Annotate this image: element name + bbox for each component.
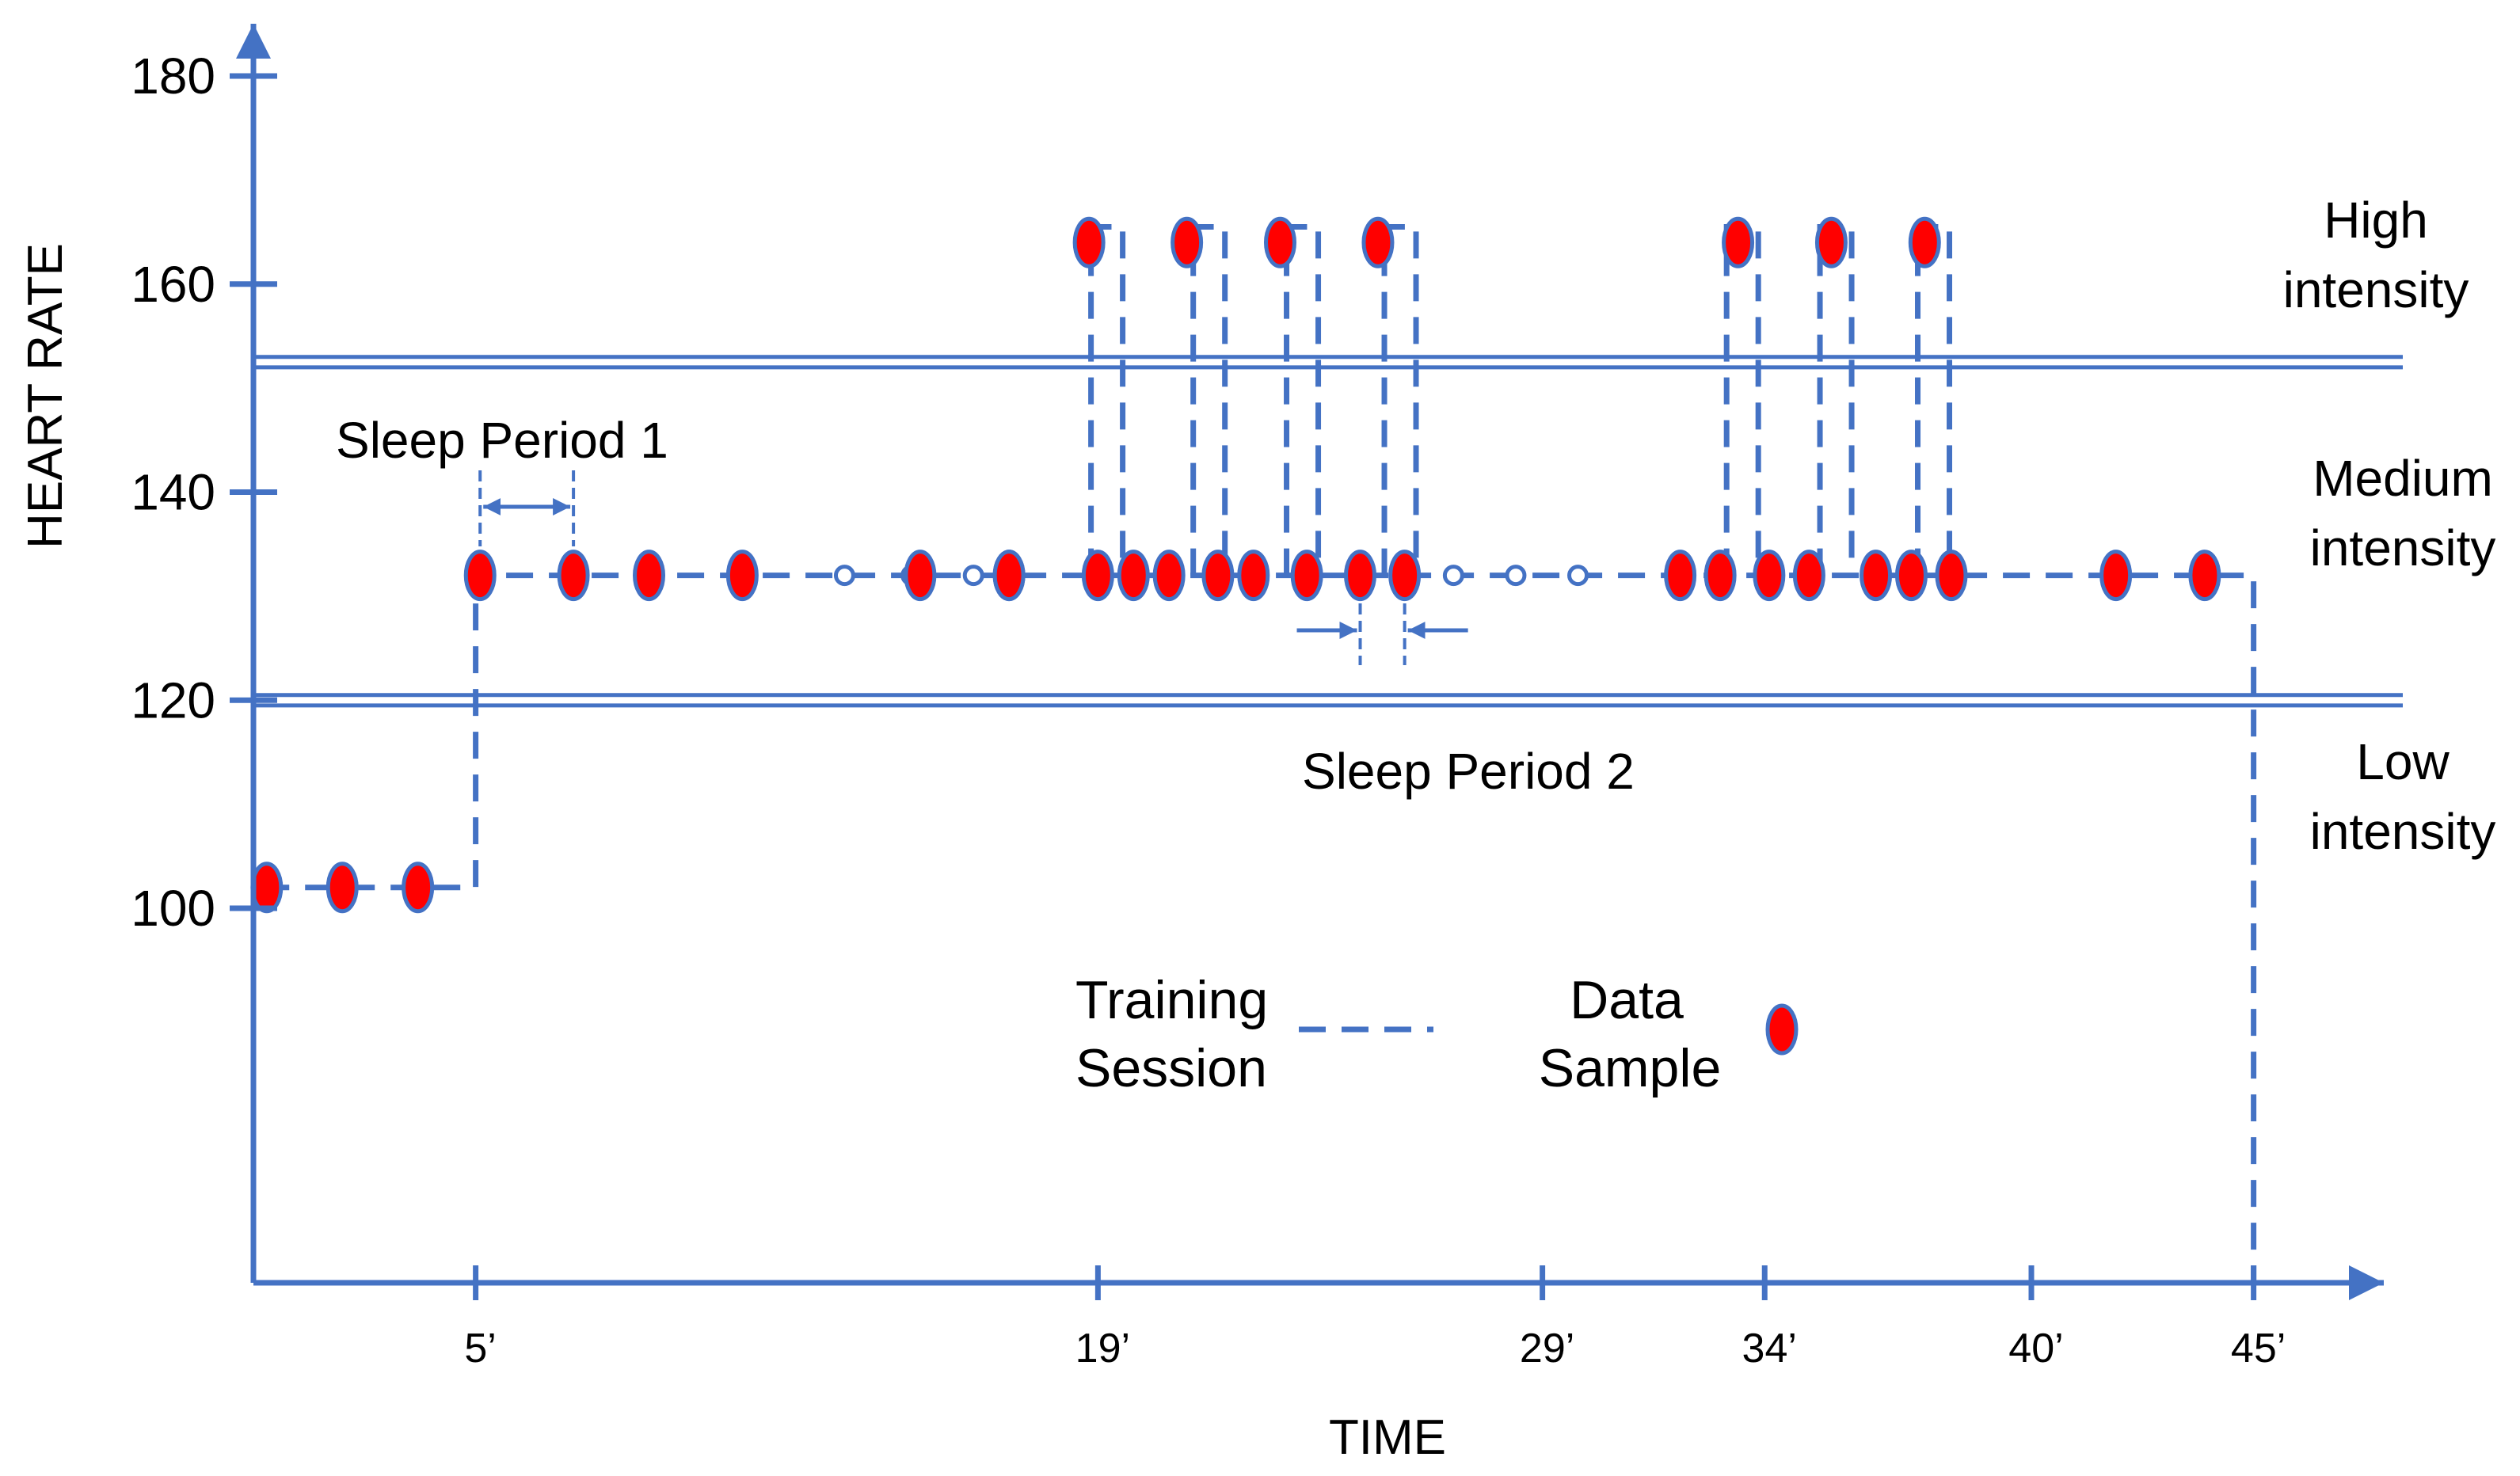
data-sample-21 bbox=[1664, 550, 1697, 602]
legend-sample-line2: Sample bbox=[1539, 1038, 1722, 1098]
data-sample-23 bbox=[1753, 550, 1786, 602]
gap-marker-5 bbox=[1567, 565, 1589, 587]
y-tick-label-160: 160 bbox=[131, 256, 215, 313]
data-sample-22 bbox=[1703, 550, 1737, 602]
data-sample-30 bbox=[992, 550, 1026, 602]
spike-4 bbox=[1723, 224, 1761, 576]
x-tick-label-34: 34’ bbox=[1742, 1326, 1797, 1371]
data-sample-13 bbox=[1201, 550, 1235, 602]
data-sample-9 bbox=[1263, 216, 1296, 268]
spike-3 bbox=[1381, 224, 1419, 576]
training-session-line bbox=[262, 573, 2257, 1283]
axes: 100 120 140 160 180 5’ 19’ 29’ 34’ 40’ 45’ bbox=[131, 24, 2384, 1371]
data-sample-31 bbox=[1081, 550, 1114, 602]
band-label-low-line2: intensity bbox=[2310, 803, 2496, 860]
legend-training-line1: Training bbox=[1075, 970, 1268, 1030]
y-tick-label-180: 180 bbox=[131, 48, 215, 105]
data-sample-8 bbox=[1171, 216, 1204, 268]
legend-sample-swatch bbox=[1765, 1003, 1799, 1056]
y-tick-label-140: 140 bbox=[131, 464, 215, 521]
training-session-series bbox=[262, 224, 2257, 1283]
data-sample-25 bbox=[1860, 550, 1893, 602]
band-label-high-line2: intensity bbox=[2283, 261, 2469, 318]
data-sample-2 bbox=[402, 862, 435, 914]
data-sample-series bbox=[250, 216, 2221, 1056]
data-sample-7 bbox=[1072, 216, 1106, 268]
data-sample-11 bbox=[1117, 550, 1150, 602]
data-sample-4 bbox=[557, 550, 590, 602]
legend-sample-line1: Data bbox=[1570, 970, 1684, 1030]
legend-training-line2: Session bbox=[1075, 1038, 1267, 1098]
data-sample-20 bbox=[1908, 216, 1941, 268]
spike-2 bbox=[1284, 224, 1322, 576]
chart-text: HEART RATE TIME High intensity Medium in… bbox=[18, 192, 2495, 1465]
data-sample-28 bbox=[904, 550, 937, 602]
data-sample-12 bbox=[1152, 550, 1186, 602]
gap-marker-4 bbox=[1505, 565, 1527, 587]
band-label-low-line1: Low bbox=[2356, 733, 2450, 790]
spike-0 bbox=[1088, 224, 1126, 576]
x-tick-label-5: 5’ bbox=[464, 1326, 496, 1371]
data-sample-10 bbox=[1361, 216, 1395, 268]
y-axis-title: HEART RATE bbox=[18, 243, 73, 549]
intensity-threshold-lines bbox=[253, 355, 2403, 708]
data-sample-32 bbox=[2099, 550, 2133, 602]
x-tick-label-29: 29’ bbox=[1520, 1326, 1574, 1371]
data-sample-14 bbox=[1237, 550, 1270, 602]
x-tick-label-40: 40’ bbox=[2008, 1326, 2063, 1371]
sleep-period-2-label: Sleep Period 2 bbox=[1302, 743, 1635, 800]
data-sample-27 bbox=[1935, 550, 1968, 602]
band-label-medium-line2: intensity bbox=[2310, 519, 2496, 576]
sleep-period-1-label: Sleep Period 1 bbox=[336, 412, 668, 469]
spike-6 bbox=[1915, 224, 1953, 576]
data-sample-19 bbox=[1814, 216, 1848, 268]
x-tick-label-19: 19’ bbox=[1075, 1326, 1130, 1371]
x-tick-label-45: 45’ bbox=[2231, 1326, 2286, 1371]
band-label-medium-line1: Medium bbox=[2313, 450, 2493, 507]
gap-marker-2 bbox=[962, 565, 984, 587]
data-sample-26 bbox=[1894, 550, 1928, 602]
data-sample-0 bbox=[250, 862, 284, 914]
gap-marker-3 bbox=[1442, 565, 1464, 587]
x-axis-title: TIME bbox=[1329, 1410, 1446, 1465]
data-sample-16 bbox=[1344, 550, 1377, 602]
data-sample-18 bbox=[1722, 216, 1755, 268]
data-sample-3 bbox=[463, 550, 497, 602]
spike-5 bbox=[1817, 224, 1855, 576]
data-sample-17 bbox=[1388, 550, 1422, 602]
band-label-high-line1: High bbox=[2324, 192, 2428, 249]
data-sample-24 bbox=[1792, 550, 1825, 602]
data-sample-6 bbox=[725, 550, 759, 602]
data-sample-1 bbox=[325, 862, 359, 914]
gap-marker-0 bbox=[833, 565, 855, 587]
data-sample-5 bbox=[633, 550, 666, 602]
spike-1 bbox=[1190, 224, 1228, 576]
data-sample-15 bbox=[1290, 550, 1323, 602]
data-sample-33 bbox=[2188, 550, 2221, 602]
y-tick-label-120: 120 bbox=[131, 671, 215, 728]
y-tick-label-100: 100 bbox=[131, 880, 215, 937]
